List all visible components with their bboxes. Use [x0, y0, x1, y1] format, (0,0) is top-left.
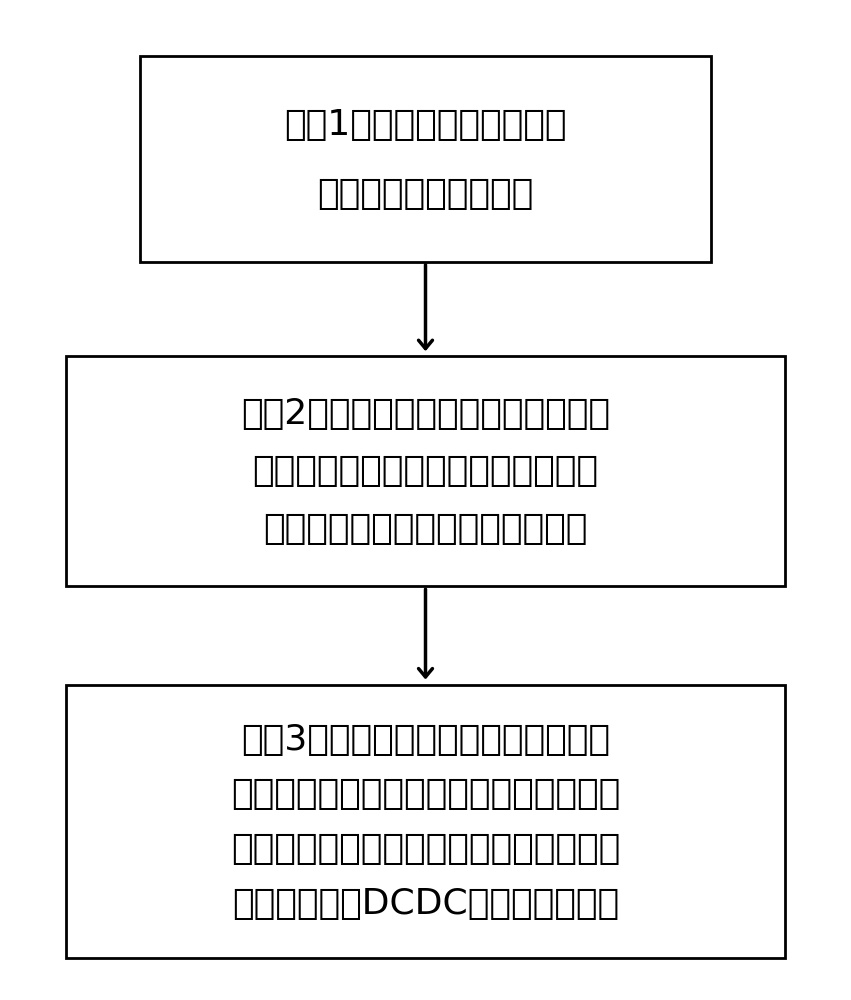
- Text: 步骤1：建立含有二次非线性: 步骤1：建立含有二次非线性: [284, 108, 567, 142]
- Text: 成分的多相升压变换器的控制模型: 成分的多相升压变换器的控制模型: [263, 512, 588, 546]
- Text: 件，推导多相DCDC鲁棒控制器算法: 件，推导多相DCDC鲁棒控制器算法: [232, 887, 619, 921]
- Bar: [66, 685, 785, 958]
- Text: 型，从线性部分、干扰输入、二次非线性: 型，从线性部分、干扰输入、二次非线性: [231, 777, 620, 811]
- Text: 三个方面分析鲁棒控制需满足的不等式条: 三个方面分析鲁棒控制需满足的不等式条: [231, 832, 620, 866]
- Bar: [140, 56, 711, 262]
- Text: 成分的动态小信号模型: 成分的动态小信号模型: [317, 177, 534, 211]
- Text: 入控制器增益，建立含有二次非线性: 入控制器增益，建立含有二次非线性: [253, 454, 598, 488]
- Text: 步骤2：基于各组独立的控制方式，加: 步骤2：基于各组独立的控制方式，加: [241, 397, 610, 431]
- Text: 步骤3：建立不确定参数的凸多面体模: 步骤3：建立不确定参数的凸多面体模: [241, 723, 610, 757]
- Bar: [66, 356, 785, 586]
